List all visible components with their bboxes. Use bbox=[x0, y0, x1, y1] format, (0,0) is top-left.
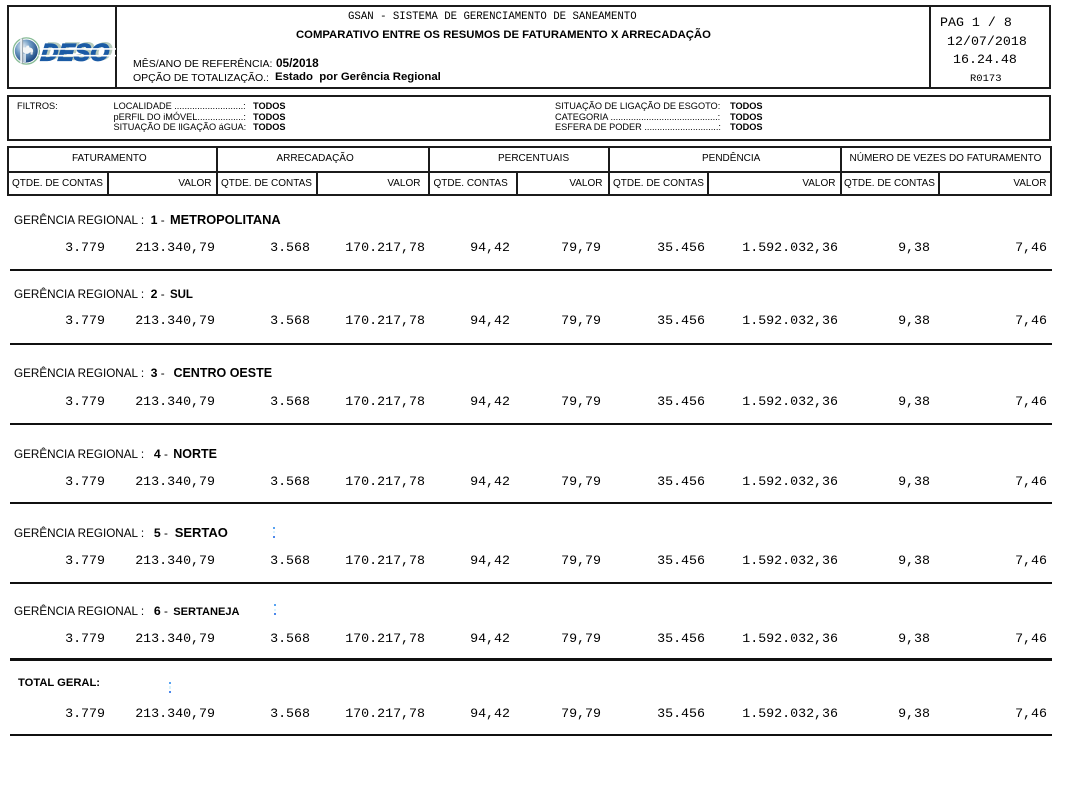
svg-text:DESO: DESO bbox=[40, 39, 111, 66]
svg-text:DESO: DESO bbox=[42, 39, 113, 66]
